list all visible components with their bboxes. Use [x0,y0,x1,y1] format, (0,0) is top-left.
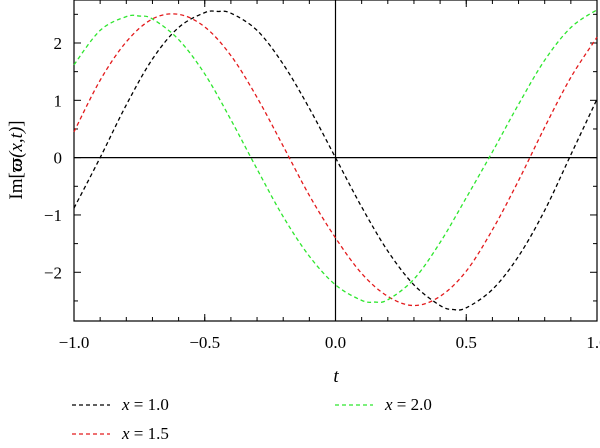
legend-label-1: x = 1.0 [121,395,169,414]
x-axis-title: t [333,366,339,387]
x-tick-label: 1.0 [586,333,600,352]
x-tick-label: 0.5 [456,333,477,352]
y-tick-label: −1 [44,206,62,225]
series-line-2 [73,13,598,307]
y-axis-title-symbol: ϖ [6,157,27,172]
y-axis-title-suffix: ] [6,120,27,126]
series-layer [73,9,598,311]
legend: x = 1.0 x = 1.5 x = 2.0 [72,395,432,443]
y-tick-labels: −2 −1 0 1 2 [44,34,62,282]
x-tick-label: −0.5 [189,333,220,352]
series-line-3 [73,9,598,303]
y-tick-label: 2 [54,34,63,53]
x-tick-labels: −1.0 −0.5 0.0 0.5 1.0 [59,333,600,352]
series-line-1 [73,10,598,311]
x-tick-label: −1.0 [59,333,90,352]
y-axis-title-prefix: Im[ [6,172,27,199]
x-tick-label: 0.0 [325,333,346,352]
y-axis-title-args: (x,t) [6,127,27,158]
legend-label-3: x = 2.0 [384,395,432,414]
y-tick-label: 1 [54,91,63,110]
y-axis-title: Im[ϖ(x,t)] [6,120,27,199]
y-tick-label: −2 [44,263,62,282]
legend-label-2: x = 1.5 [121,424,169,443]
y-tick-label: 0 [54,149,63,168]
